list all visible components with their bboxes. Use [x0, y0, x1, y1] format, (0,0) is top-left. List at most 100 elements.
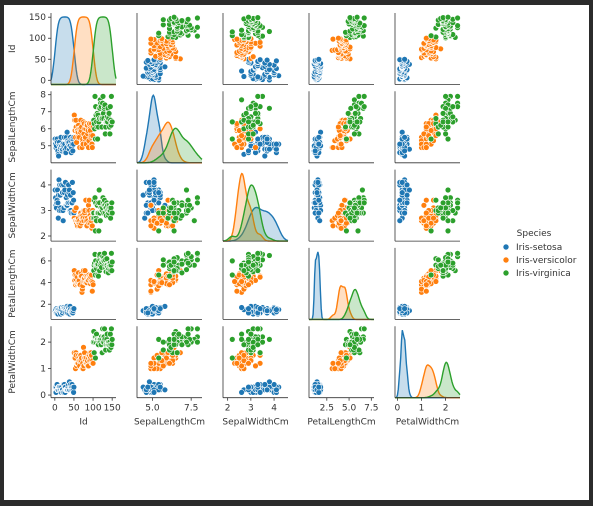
panel-PetalWidthCm-vs-PetalLengthCm: 2.5 5.0 7.5: [308, 325, 378, 414]
point-Iris-setosa-50: [245, 383, 252, 391]
panel-SepalWidthCm-vs-PetalLengthCm: [308, 169, 374, 242]
point-Iris-virginica-15: [229, 336, 236, 343]
point-Iris-virginica-45: [247, 330, 255, 338]
point-Iris-setosa-49: [315, 140, 322, 148]
point-Iris-versicolor-47: [337, 140, 345, 148]
kde-fill-Iris-versicolor: [51, 17, 116, 85]
point-Iris-virginica-49: [254, 341, 262, 348]
legend-label-Iris-versicolor: Iris-versicolor: [516, 256, 577, 266]
point-Iris-virginica-3: [432, 197, 440, 204]
legend: Species Iris-setosa Iris-versicolor Iris-vi…: [502, 229, 577, 279]
point-Iris-virginica-14: [95, 272, 102, 280]
panel-SepalLengthCm-vs-PetalLengthCm: [308, 91, 374, 164]
point-Iris-versicolor-48: [89, 222, 96, 230]
point-Iris-virginica-16: [266, 105, 273, 112]
point-Iris-setosa-10: [55, 152, 62, 160]
point-Iris-virginica-50: [170, 13, 178, 21]
point-Iris-versicolor-45: [238, 132, 245, 139]
point-Iris-setosa-49: [70, 197, 77, 204]
point-Iris-virginica-15: [229, 28, 236, 36]
point-Iris-virginica-49: [346, 14, 354, 21]
point-Iris-virginica-15: [229, 257, 236, 265]
point-Iris-versicolor-25: [80, 344, 87, 351]
point-Iris-versicolor-38: [252, 362, 259, 370]
point-Iris-virginica-6: [229, 135, 236, 143]
point-Iris-versicolor-50: [335, 35, 342, 42]
point-Iris-setosa-22: [59, 217, 67, 224]
panel-SepalWidthCm-vs-Id: 2 3 4: [40, 169, 116, 242]
point-Iris-virginica-32: [160, 256, 167, 264]
point-Iris-virginica-45: [184, 330, 192, 338]
point-Iris-virginica-42: [178, 17, 186, 24]
panel-SepalLengthCm-vs-SepalWidthCm: [222, 91, 288, 164]
point-Iris-setosa-46: [399, 179, 406, 186]
x-tick-label: 150: [104, 404, 121, 414]
point-Iris-virginica-3: [90, 349, 98, 356]
x-tick-label: 5.0: [145, 404, 160, 414]
point-Iris-setosa-50: [70, 383, 78, 391]
point-Iris-versicolor-47: [150, 278, 158, 285]
point-Iris-setosa-9: [240, 73, 248, 80]
point-Iris-virginica-50: [444, 258, 452, 266]
point-Iris-virginica-19: [238, 336, 245, 343]
point-Iris-virginica-48: [454, 14, 461, 22]
point-Iris-versicolor-45: [432, 278, 440, 285]
point-Iris-virginica-26: [99, 93, 107, 100]
point-Iris-setosa-46: [273, 140, 280, 148]
y-axis-label-SepalWidthCm: SepalWidthCm: [8, 172, 18, 238]
x-tick-label: 2: [225, 404, 231, 414]
point-Iris-virginica-49: [439, 267, 447, 274]
point-Iris-setosa-45: [403, 199, 411, 207]
kde-fill-Iris-setosa: [309, 251, 374, 320]
legend-title: Species: [517, 229, 552, 239]
point-Iris-virginica-36: [103, 255, 111, 262]
point-Iris-virginica-48: [254, 325, 262, 332]
point-Iris-virginica-19: [97, 217, 104, 224]
point-Iris-virginica-5: [194, 32, 201, 40]
point-Iris-virginica-6: [229, 271, 236, 279]
x-axis-label-Id: Id: [79, 418, 87, 428]
panel-PetalLengthCm-vs-SepalLengthCm: [136, 247, 202, 320]
point-Iris-versicolor-48: [423, 288, 430, 295]
x-tick-label: 0: [52, 404, 58, 414]
point-Iris-versicolor-40: [341, 197, 348, 204]
point-Iris-virginica-50: [170, 209, 178, 217]
point-Iris-setosa-32: [399, 128, 406, 136]
point-Iris-versicolor-40: [256, 39, 264, 46]
point-Iris-setosa-48: [69, 189, 77, 196]
y-tick-label: 7: [40, 108, 46, 118]
panel-SepalWidthCm-vs-SepalLengthCm: [136, 169, 202, 242]
point-Iris-virginica-3: [256, 349, 264, 356]
point-Iris-versicolor-48: [89, 288, 96, 295]
point-Iris-virginica-48: [254, 250, 262, 257]
panel-PetalLengthCm-vs-PetalLengthCm: [308, 247, 374, 321]
point-Iris-virginica-44: [106, 130, 114, 138]
point-Iris-virginica-6: [343, 227, 350, 235]
y-tick-label: 6: [40, 125, 46, 135]
point-Iris-setosa-38: [146, 378, 153, 385]
point-Iris-setosa-49: [396, 140, 403, 148]
point-Iris-setosa-32: [161, 63, 169, 70]
point-Iris-versicolor-50: [89, 360, 97, 367]
point-Iris-setosa-49: [256, 389, 264, 396]
point-Iris-versicolor-50: [423, 281, 430, 288]
point-Iris-virginica-50: [245, 118, 252, 126]
point-Iris-versicolor-22: [331, 365, 338, 372]
point-Iris-setosa-9: [55, 214, 62, 222]
point-Iris-virginica-32: [435, 130, 442, 138]
point-Iris-virginica-49: [108, 341, 116, 348]
y-tick-label: 3: [40, 206, 46, 216]
panel-SepalWidthCm-vs-SepalWidthCm: [222, 169, 289, 242]
point-Iris-setosa-50: [315, 383, 322, 391]
point-Iris-virginica-6: [155, 227, 162, 235]
point-Iris-virginica-45: [107, 330, 114, 338]
point-Iris-setosa-50: [70, 305, 78, 312]
point-Iris-setosa-22: [238, 389, 245, 396]
point-Iris-versicolor-48: [147, 360, 155, 367]
point-Iris-virginica-16: [266, 28, 273, 35]
point-Iris-virginica-16: [266, 252, 273, 259]
point-Iris-virginica-45: [184, 207, 192, 214]
point-Iris-virginica-48: [194, 250, 201, 257]
kde-fill-Iris-setosa: [137, 95, 202, 163]
point-Iris-virginica-50: [353, 13, 361, 21]
